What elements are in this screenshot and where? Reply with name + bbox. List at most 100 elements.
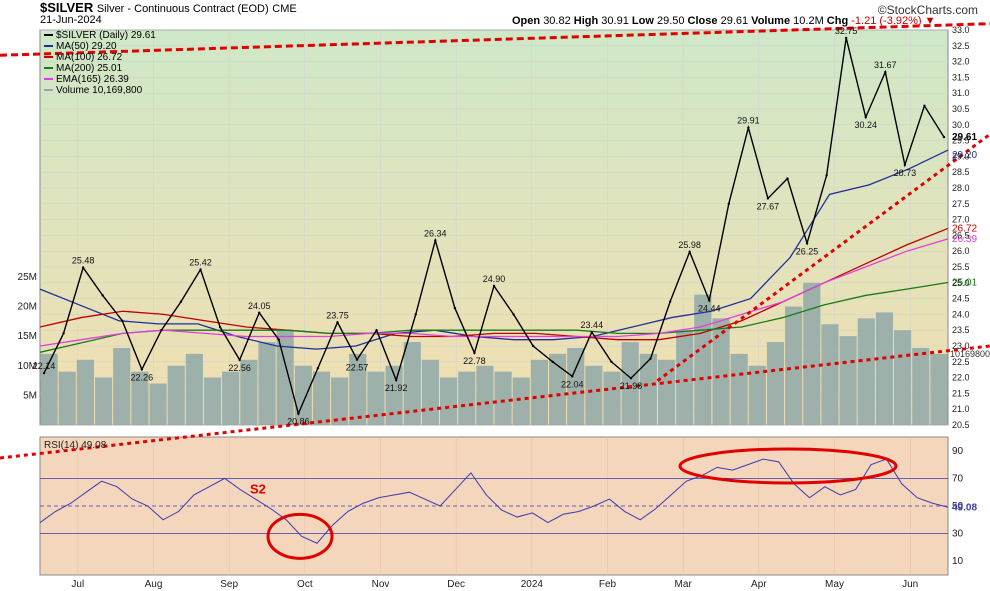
volume-bar	[312, 371, 331, 425]
price-point	[355, 358, 359, 361]
axis-labels: 20.5 21.0 21.5 22.0 22.5 23.0 23.5 24.0 24.5 25.0…	[18, 25, 970, 590]
legend: $SILVER (Daily) 29.61 MA(50) 29.20 MA(10…	[44, 30, 156, 96]
volume-bar	[185, 353, 203, 425]
price-point	[414, 313, 417, 316]
x-tick-label: Mar	[675, 579, 693, 590]
rsi-tick-label: 30	[952, 529, 964, 540]
price-annotation: 24.44	[698, 303, 721, 313]
price-point	[688, 250, 691, 254]
price-annotation: 28.73	[894, 168, 917, 178]
rsi-tick-label: 10	[952, 556, 964, 567]
price-point	[179, 300, 183, 303]
price-point	[199, 268, 202, 271]
price-point	[531, 344, 535, 348]
price-point	[923, 104, 926, 108]
y-tick-label: 29.0	[952, 151, 970, 161]
y-tick-label: 32.0	[952, 57, 970, 67]
price-point	[258, 311, 261, 315]
x-tick-label: 2024	[521, 579, 544, 590]
volume-bar	[476, 365, 494, 425]
volume-bar	[385, 365, 403, 425]
volume-bar	[512, 377, 530, 425]
volume-bar	[676, 330, 694, 425]
volume-bar	[857, 318, 875, 425]
price-annotation: 26.34	[424, 228, 447, 238]
price-annotation: 23.75	[326, 310, 349, 320]
price-point	[786, 177, 789, 180]
legend-item: MA(50) 29.20	[44, 41, 156, 52]
ma-line	[39, 281, 949, 353]
price-annotation: 27.67	[757, 201, 780, 211]
y-tick-label: 21.5	[952, 388, 970, 398]
volume-bar	[167, 365, 185, 425]
price-annotation: 24.90	[483, 274, 506, 284]
legend-item: Volume 10,169,800	[44, 85, 156, 96]
x-tick-label: Aug	[145, 579, 163, 590]
volume-bar	[440, 377, 458, 425]
ma-line	[39, 149, 949, 350]
price-annotation: 22.78	[463, 356, 486, 366]
price-annotations: 22.14 25.48 22.26 25.42 22.56 24.05 20.86 23.75…	[33, 26, 990, 427]
price-point	[571, 375, 574, 378]
volume-bar	[349, 353, 367, 425]
volume-bar	[149, 383, 167, 425]
ma-line	[39, 238, 949, 347]
price-annotation: 25.98	[678, 240, 701, 250]
x-tick-label: Dec	[447, 579, 465, 590]
y-tick-label: 23.5	[952, 325, 970, 335]
support-line	[0, 344, 990, 460]
x-tick-label: May	[825, 579, 844, 590]
price-point	[512, 313, 515, 316]
y-tick-label: 30.0	[952, 120, 970, 130]
down-arrow-icon: ▼	[924, 15, 936, 27]
y-tick-label: 28.0	[952, 183, 970, 193]
x-tick-label: Nov	[372, 579, 390, 590]
rsi-tick-label: 90	[952, 446, 964, 457]
trend-lines	[0, 22, 990, 460]
price-annotation: 30.24	[854, 120, 877, 130]
volume-tick-label: 15M	[18, 331, 37, 342]
volume-bar	[548, 353, 567, 425]
price-point	[942, 135, 946, 139]
rsi-title: RSI(14) 49.08	[44, 440, 107, 451]
volume-bar	[403, 342, 421, 425]
price-annotation: 32.75	[835, 26, 858, 36]
value-tag: 26.39	[952, 234, 977, 245]
volume-bar	[712, 318, 730, 425]
volume-bar	[621, 342, 639, 425]
ohlc-stats: Open 30.82 High 30.91 Low 29.50 Close 29…	[512, 15, 936, 27]
volume-bar	[421, 359, 440, 425]
instrument-name: Silver - Continuous Contract (EOD)	[96, 3, 269, 15]
price-annotation: 22.26	[131, 372, 154, 382]
volume-bar	[567, 347, 585, 425]
resistance-line	[0, 22, 990, 57]
volume-bar	[603, 371, 621, 425]
price-point	[884, 70, 887, 74]
y-tick-label: 24.0	[952, 309, 970, 319]
price-point	[277, 338, 280, 341]
volume-bar	[276, 330, 294, 425]
price-point	[316, 366, 320, 370]
price-point	[825, 174, 828, 177]
overbought-circle	[678, 447, 898, 485]
value-tag: 29.61	[952, 132, 977, 143]
rsi-tick-label: 50	[952, 501, 964, 512]
rsi-series: RSI(14) 49.08 49.08 S2	[39, 440, 977, 560]
volume-bar	[131, 371, 149, 425]
price-annotation: 22.56	[228, 363, 251, 373]
oversold-circle	[266, 512, 334, 560]
price-annotation: 23.44	[581, 320, 604, 330]
price-point	[434, 239, 437, 242]
exchange: CME	[272, 3, 297, 15]
legend-item: $SILVER (Daily) 29.61	[44, 30, 156, 41]
price-point	[903, 163, 907, 167]
volume-bar	[203, 377, 222, 425]
y-tick-label: 25.5	[952, 262, 970, 272]
rsi-line	[39, 458, 949, 544]
price-point	[610, 360, 613, 363]
volume-bar	[657, 359, 676, 425]
volume-bar	[839, 336, 857, 425]
volume-tag: 10169800	[950, 349, 990, 359]
symbol: $SILVER	[40, 0, 94, 15]
